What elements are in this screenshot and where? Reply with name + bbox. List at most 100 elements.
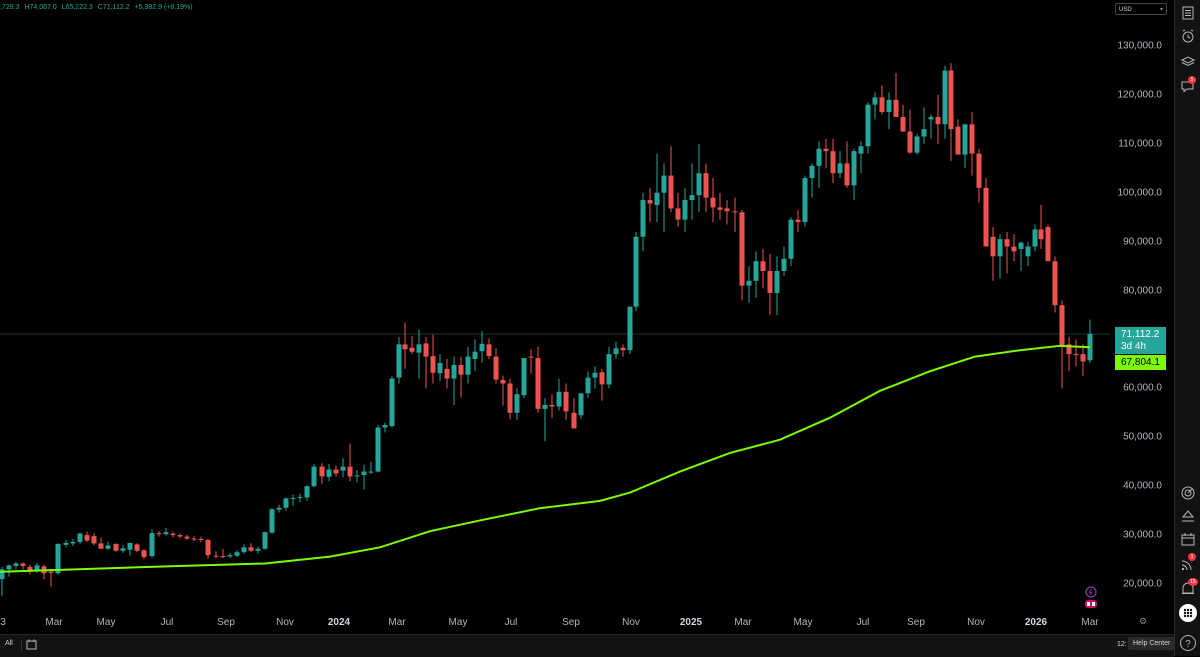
candle-body xyxy=(170,533,176,536)
price-tick: 110,000.0 xyxy=(1118,138,1162,150)
calendar-icon[interactable] xyxy=(1180,531,1196,547)
time-tick: Sep xyxy=(217,617,235,628)
price-tick: 80,000.0 xyxy=(1123,285,1162,297)
price-tick: 60,000.0 xyxy=(1123,382,1162,394)
candle-body xyxy=(177,535,183,537)
price-axis[interactable]: USD ▾ 71,112.2 3d 4h 67,804.1 ⚙ 130,000.… xyxy=(1110,0,1174,634)
candle-body xyxy=(682,200,688,220)
candle-body xyxy=(105,545,111,549)
candle-body xyxy=(156,533,162,535)
candle-body xyxy=(851,151,857,186)
alarm-clock-icon[interactable] xyxy=(1180,28,1196,44)
event-markers[interactable] xyxy=(1085,586,1101,617)
candle-body xyxy=(423,343,429,357)
candle-body xyxy=(1018,242,1024,249)
candle-body xyxy=(319,466,325,477)
candle-body xyxy=(969,124,975,154)
candle-body xyxy=(326,469,332,477)
right-toolbar: 5 1 15 ? xyxy=(1174,0,1200,656)
grid-icon xyxy=(1183,608,1193,618)
candle-body xyxy=(997,239,1003,257)
price-tick: 130,000.0 xyxy=(1117,40,1163,52)
layers-icon[interactable] xyxy=(1180,53,1196,69)
candle-body xyxy=(220,556,226,558)
candle-body xyxy=(928,116,934,120)
legend-high: H74,067.0 xyxy=(24,4,57,11)
date-range-icon[interactable] xyxy=(26,639,37,653)
candle-body xyxy=(879,97,885,113)
signal-feed-icon[interactable] xyxy=(1180,556,1196,572)
time-tick: 2026 xyxy=(1024,617,1048,628)
candle-body xyxy=(746,280,752,286)
candle-body xyxy=(402,344,408,350)
candle-body xyxy=(549,404,555,407)
currency-selector[interactable]: USD ▾ xyxy=(1115,3,1167,15)
candle-body xyxy=(1025,246,1031,257)
help-icon[interactable]: ? xyxy=(1179,634,1197,652)
legend-low: L65,222.3 xyxy=(61,4,93,11)
candlestick-chart[interactable] xyxy=(0,0,1110,610)
candle-body xyxy=(976,153,982,188)
time-tick: Mar xyxy=(1081,617,1099,628)
price-tick: 30,000.0 xyxy=(1123,529,1162,541)
time-tick: Jul xyxy=(504,617,518,628)
time-tick: Mar xyxy=(45,617,63,628)
candle-body xyxy=(710,197,716,208)
candle-body xyxy=(724,208,730,212)
candle-body xyxy=(689,195,695,201)
candle-body xyxy=(297,496,303,498)
candle-body xyxy=(640,200,646,237)
event-lightning-icon[interactable] xyxy=(1085,586,1101,612)
time-tick: May xyxy=(448,617,468,628)
candle-body xyxy=(163,532,169,535)
candle-body xyxy=(486,344,492,357)
candle-body xyxy=(1011,246,1017,252)
watchlist-icon[interactable] xyxy=(1180,5,1196,21)
candle-body xyxy=(479,343,485,352)
candle-body xyxy=(914,136,920,153)
chart-area[interactable]: ,729.3 H74,067.0 L65,222.3 C71,112.2 +5,… xyxy=(0,0,1110,634)
last-price: 71,112.2 xyxy=(1121,329,1160,340)
candle-body xyxy=(830,151,836,174)
candle-body xyxy=(333,469,339,474)
time-tick: Nov xyxy=(276,617,294,628)
chat-badge: 5 xyxy=(1188,76,1196,84)
candle-body xyxy=(34,565,40,571)
candle-body xyxy=(955,126,961,155)
candle-body xyxy=(563,391,569,412)
candle-body xyxy=(613,348,619,355)
candle-body xyxy=(227,555,233,557)
candle-body xyxy=(205,539,211,556)
candle-body xyxy=(507,383,513,413)
time-tick: Sep xyxy=(907,617,925,628)
range-all-button[interactable]: All xyxy=(5,640,13,647)
price-tick: 120,000.0 xyxy=(1117,89,1163,101)
target-icon[interactable] xyxy=(1180,485,1196,501)
candle-body xyxy=(774,270,780,293)
candle-body xyxy=(290,497,296,499)
candle-body xyxy=(127,542,133,550)
candle-body xyxy=(962,124,968,155)
apps-grid-button[interactable] xyxy=(1179,604,1197,622)
candle-body xyxy=(578,393,584,416)
candle-body xyxy=(571,412,577,429)
candle-body xyxy=(858,146,864,154)
clock[interactable]: 12: xyxy=(1117,641,1127,648)
price-tick: 100,000.0 xyxy=(1117,187,1163,199)
time-tick: Sep xyxy=(562,617,580,628)
candle-body xyxy=(340,466,346,471)
pine-editor-icon[interactable] xyxy=(1180,508,1196,524)
candle-body xyxy=(627,306,633,351)
candle-body xyxy=(1059,305,1065,347)
candle-body xyxy=(191,538,197,540)
time-axis[interactable]: 3 Mar May Jul Sep Nov 2024 Mar May Jul Sep Nov 2025 M… xyxy=(0,610,1110,634)
candle-body xyxy=(535,358,541,409)
settings-gear-icon[interactable]: ⚙ xyxy=(1139,616,1148,626)
candle-body xyxy=(368,471,374,473)
candle-body xyxy=(141,550,147,558)
candle-body xyxy=(430,356,436,373)
candle-body xyxy=(900,116,906,132)
candle-body xyxy=(213,555,219,557)
candle-body xyxy=(907,131,913,153)
candle-body xyxy=(458,364,464,375)
